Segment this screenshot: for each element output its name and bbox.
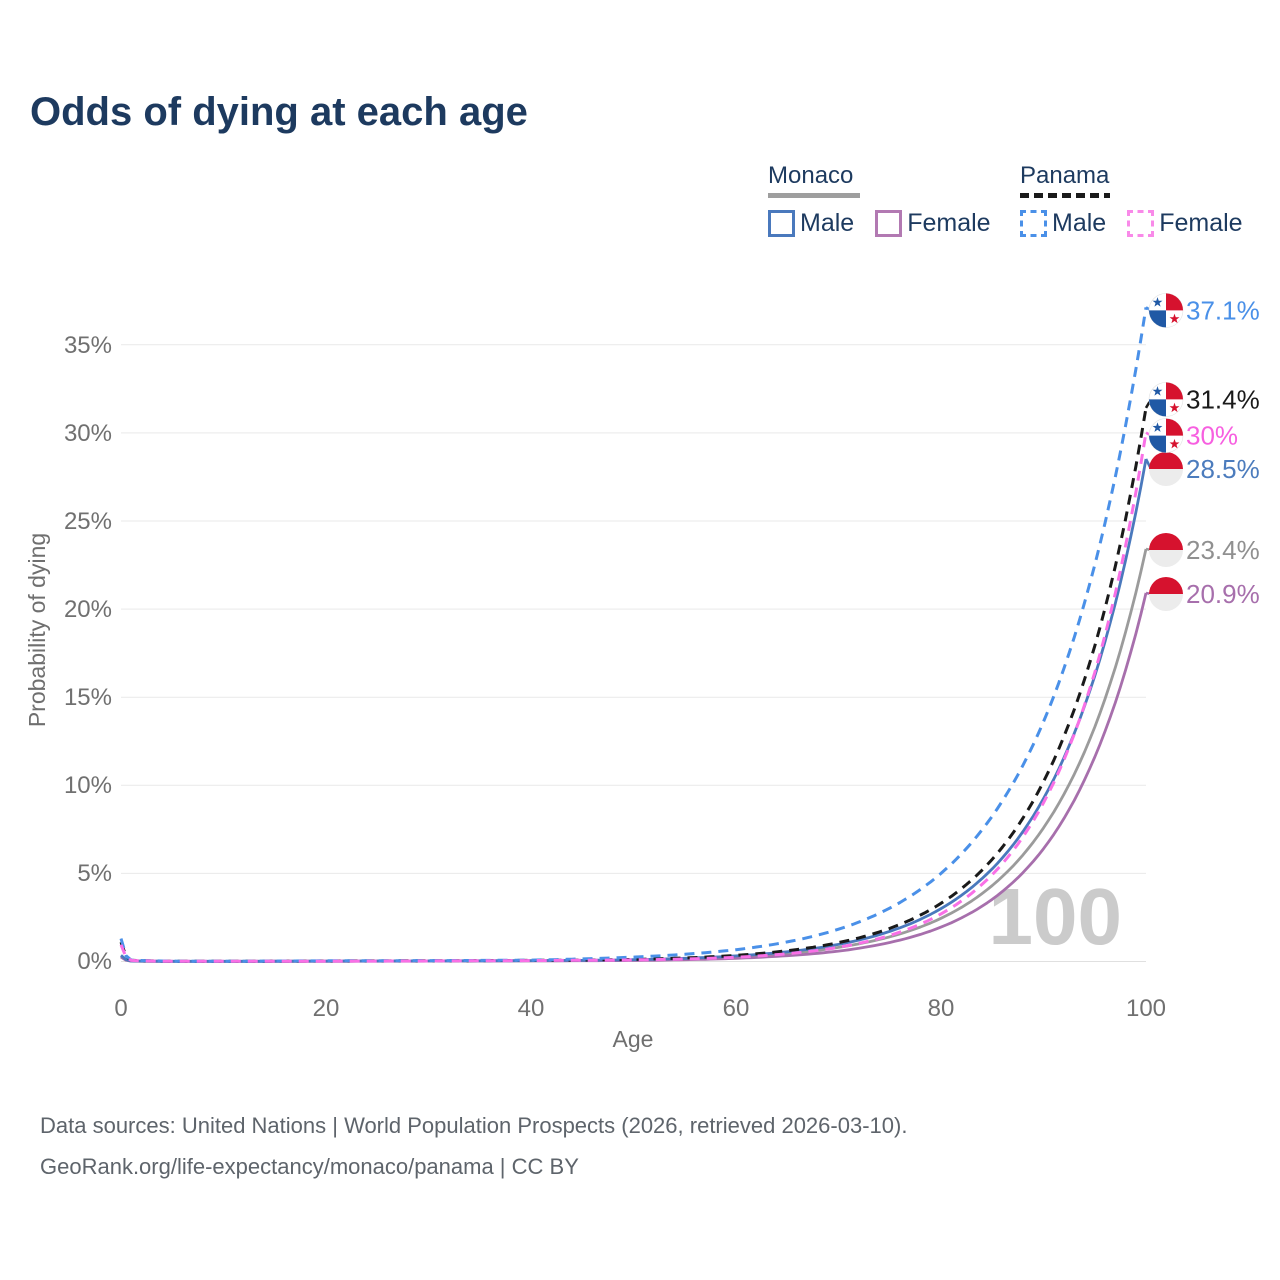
end-label-monaco-male: 28.5% [1186,454,1260,484]
x-tick-20: 20 [313,995,340,1022]
legend-monaco-title[interactable]: Monaco [768,162,854,189]
x-tick-80: 80 [928,995,955,1022]
y-tick-0: 0% [77,948,112,975]
age-watermark: 100 [989,872,1122,961]
legend-label-monaco-female: Female [907,209,991,237]
legend-swatch-monaco-male [768,210,795,237]
legend-label-panama-male: Male [1052,209,1107,237]
legend-panama-title[interactable]: Panama [1020,162,1110,189]
legend-group-monaco: Monaco Male Female [768,162,1012,238]
x-axis-title: Age [613,1026,654,1052]
end-label-panama-male: 37.1% [1186,295,1260,325]
legend-label-panama-female: Female [1159,209,1243,237]
legend-item-panama-male[interactable]: Male [1020,209,1106,238]
y-axis-title: Probability of dying [24,533,50,727]
y-tick-15: 15% [64,684,112,711]
y-tick-30: 30% [64,420,112,447]
y-tick-10: 10% [64,772,112,799]
legend-label-monaco-male: Male [800,209,855,237]
x-tick-100: 100 [1126,995,1166,1022]
footer: Data sources: United Nations | World Pop… [40,1106,907,1187]
end-label-monaco-female: 20.9% [1186,579,1260,609]
footer-attribution: GeoRank.org/life-expectancy/monaco/panam… [40,1153,579,1179]
legend-group-panama: Panama Male Female [1020,162,1264,238]
x-axis-ticks: 0 20 40 60 80 100 [114,995,1166,1022]
y-tick-5: 5% [77,860,112,887]
panama-flag-icon [1148,293,1184,328]
y-tick-20: 20% [64,596,112,623]
legend-item-monaco-male[interactable]: Male [768,209,854,238]
legend-swatch-panama-male [1020,210,1047,237]
legend-monaco-underline [768,193,860,198]
x-tick-40: 40 [518,995,545,1022]
y-axis-ticks: 0% 5% 10% 15% 20% 25% 30% 35% [64,332,112,975]
legend-swatch-panama-female [1127,210,1155,237]
x-tick-60: 60 [723,995,750,1022]
x-tick-0: 0 [114,995,127,1022]
y-tick-35: 35% [64,332,112,359]
series-layer [119,306,1159,963]
legend-swatch-monaco-female [875,210,903,237]
flag-layer [1148,293,1184,611]
series-line-panama-male[interactable] [119,307,1148,963]
legend-panama-underline [1020,193,1110,198]
legend-item-panama-female[interactable]: Female [1127,209,1243,238]
end-label-panama-both: 31.4% [1186,384,1260,414]
panama-flag-icon [1148,418,1184,453]
monaco-flag-icon [1149,452,1183,486]
monaco-flag-icon [1149,577,1183,611]
panama-flag-icon [1148,382,1184,417]
page-title: Odds of dying at each age [30,90,528,134]
y-tick-25: 25% [64,508,112,535]
end-label-panama-female: 30% [1186,421,1238,451]
series-line-monaco-male[interactable] [120,458,1148,963]
end-labels: 37.1% 31.4% 30% 28.5% 23.4% 20.9% [1186,295,1260,609]
monaco-flag-icon [1149,533,1183,567]
footer-data-sources: Data sources: United Nations | World Pop… [40,1113,908,1138]
legend-item-monaco-female[interactable]: Female [875,209,991,238]
end-label-monaco-both: 23.4% [1186,535,1260,565]
